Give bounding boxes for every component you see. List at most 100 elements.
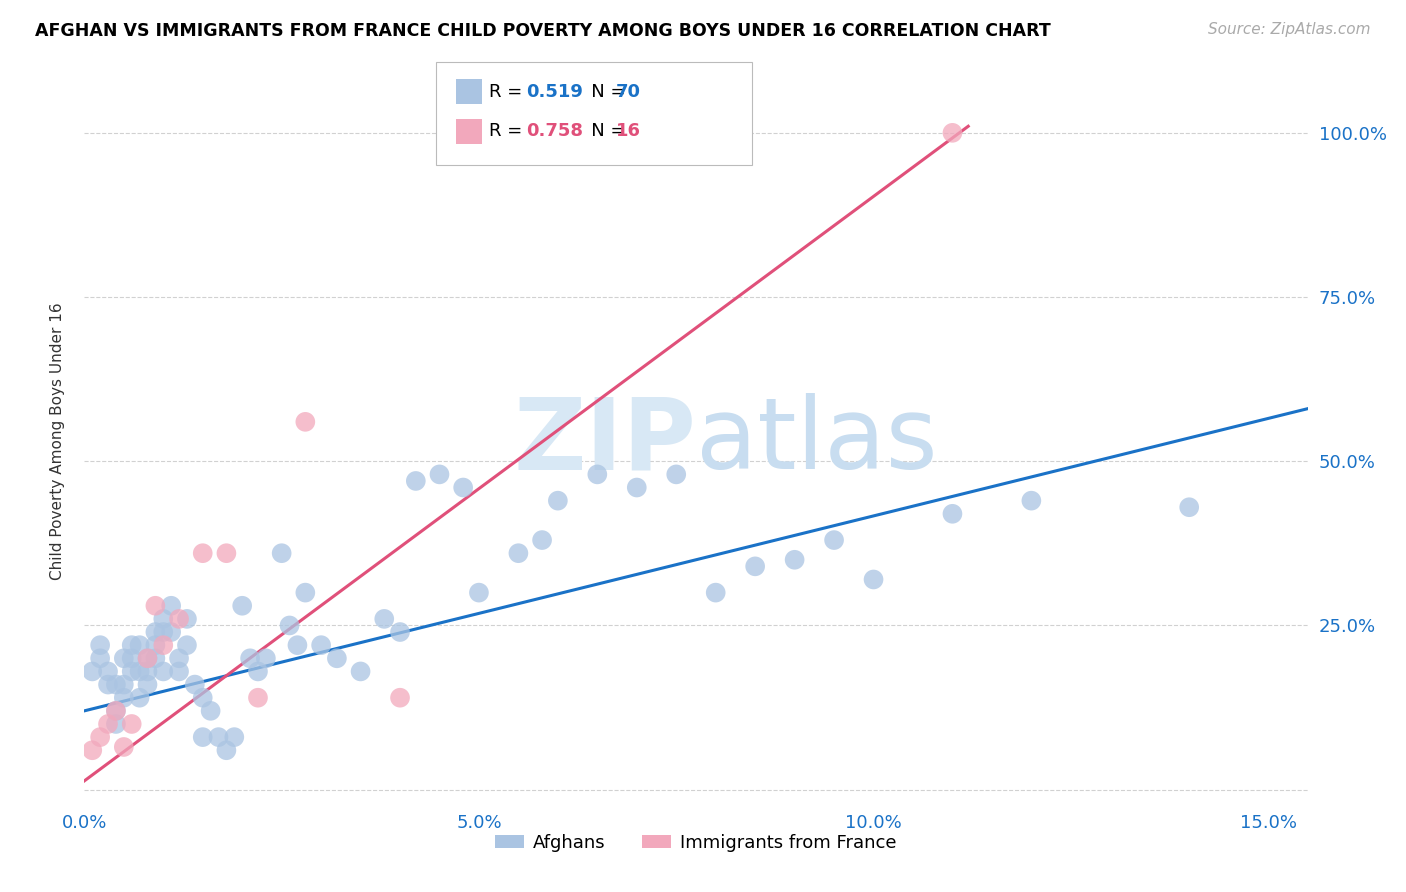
Point <box>89 638 111 652</box>
Point <box>97 665 120 679</box>
Point <box>82 743 104 757</box>
Point <box>136 651 159 665</box>
Point <box>176 638 198 652</box>
Point <box>468 585 491 599</box>
Y-axis label: Child Poverty Among Boys Under 16: Child Poverty Among Boys Under 16 <box>51 302 65 581</box>
Legend: Afghans, Immigrants from France: Afghans, Immigrants from France <box>488 826 904 859</box>
Point <box>200 704 222 718</box>
Point <box>246 665 269 679</box>
Point <box>152 665 174 679</box>
Point <box>112 690 135 705</box>
Point <box>405 474 427 488</box>
Point <box>167 651 190 665</box>
Point <box>224 730 246 744</box>
Point <box>239 651 262 665</box>
Point <box>626 481 648 495</box>
Point <box>191 690 214 705</box>
Point <box>104 677 127 691</box>
Point <box>783 553 806 567</box>
Text: R =: R = <box>489 83 529 101</box>
Point <box>862 573 884 587</box>
Text: 0.758: 0.758 <box>526 122 583 140</box>
Point <box>389 625 412 640</box>
Point <box>112 739 135 754</box>
Point <box>294 585 316 599</box>
Point <box>112 651 135 665</box>
Point <box>254 651 277 665</box>
Point <box>160 599 183 613</box>
Point <box>191 546 214 560</box>
Text: Source: ZipAtlas.com: Source: ZipAtlas.com <box>1208 22 1371 37</box>
Point <box>586 467 609 482</box>
Point <box>373 612 395 626</box>
Point <box>145 638 167 652</box>
Point <box>531 533 554 547</box>
Point <box>547 493 569 508</box>
Text: N =: N = <box>574 122 631 140</box>
Point <box>97 717 120 731</box>
Point <box>152 638 174 652</box>
Point <box>207 730 229 744</box>
Point <box>941 126 963 140</box>
Point <box>121 665 143 679</box>
Point <box>121 717 143 731</box>
Point <box>309 638 332 652</box>
Point <box>326 651 349 665</box>
Point <box>270 546 292 560</box>
Point <box>167 665 190 679</box>
Point <box>665 467 688 482</box>
Text: AFGHAN VS IMMIGRANTS FROM FRANCE CHILD POVERTY AMONG BOYS UNDER 16 CORRELATION C: AFGHAN VS IMMIGRANTS FROM FRANCE CHILD P… <box>35 22 1050 40</box>
Point <box>451 481 474 495</box>
Point <box>704 585 727 599</box>
Point <box>1021 493 1043 508</box>
Point <box>152 612 174 626</box>
Point <box>128 690 150 705</box>
Point <box>104 704 127 718</box>
Point <box>823 533 845 547</box>
Point <box>82 665 104 679</box>
Point <box>136 677 159 691</box>
Point <box>152 625 174 640</box>
Point <box>145 625 167 640</box>
Point <box>287 638 309 652</box>
Text: 0.519: 0.519 <box>526 83 582 101</box>
Text: atlas: atlas <box>696 393 938 490</box>
Point <box>278 618 301 632</box>
Point <box>215 546 238 560</box>
Point <box>136 665 159 679</box>
Point <box>1178 500 1201 515</box>
Point <box>349 665 371 679</box>
Text: ZIP: ZIP <box>513 393 696 490</box>
Point <box>145 599 167 613</box>
Point <box>215 743 238 757</box>
Point <box>231 599 253 613</box>
Point <box>294 415 316 429</box>
Point <box>246 690 269 705</box>
Text: 70: 70 <box>616 83 641 101</box>
Point <box>744 559 766 574</box>
Point <box>112 677 135 691</box>
Point <box>104 704 127 718</box>
Point <box>508 546 530 560</box>
Point <box>121 651 143 665</box>
Point <box>128 638 150 652</box>
Text: N =: N = <box>574 83 631 101</box>
Point <box>941 507 963 521</box>
Point <box>167 612 190 626</box>
Point <box>160 625 183 640</box>
Point <box>389 690 412 705</box>
Point <box>145 651 167 665</box>
Text: 16: 16 <box>616 122 641 140</box>
Point <box>429 467 451 482</box>
Point <box>136 651 159 665</box>
Point <box>176 612 198 626</box>
Point <box>184 677 207 691</box>
Point <box>128 665 150 679</box>
Point <box>104 717 127 731</box>
Point <box>89 651 111 665</box>
Point <box>97 677 120 691</box>
Point <box>191 730 214 744</box>
Point <box>89 730 111 744</box>
Point <box>121 638 143 652</box>
Text: R =: R = <box>489 122 529 140</box>
